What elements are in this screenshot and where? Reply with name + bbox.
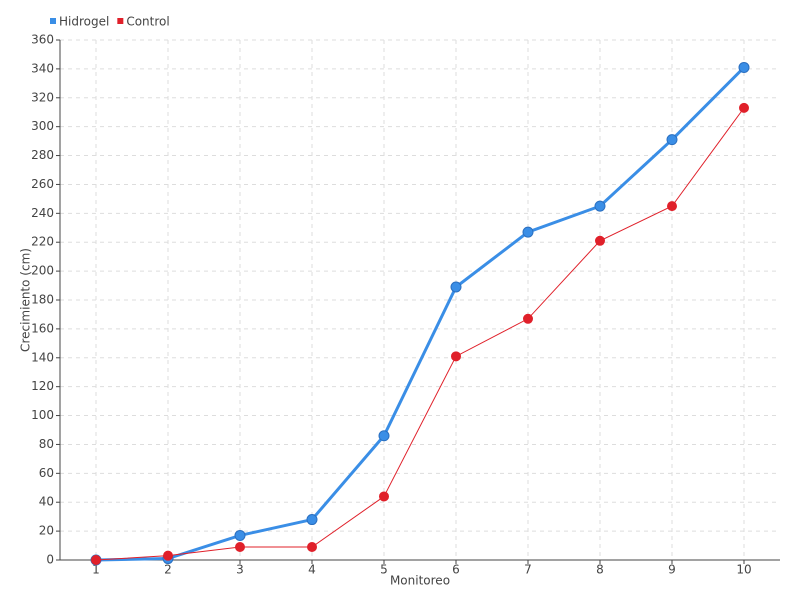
point bbox=[235, 542, 245, 552]
y-tick-label: 0 bbox=[46, 553, 54, 567]
series-line bbox=[95, 66, 746, 562]
legend-label: Hidrogel bbox=[59, 15, 109, 29]
legend-swatch bbox=[50, 18, 56, 24]
series-line bbox=[95, 107, 745, 561]
point bbox=[450, 281, 462, 293]
point bbox=[451, 351, 461, 362]
y-tick-label: 20 bbox=[39, 524, 54, 538]
y-tick-label: 120 bbox=[31, 379, 54, 393]
y-tick-label: 360 bbox=[31, 33, 54, 47]
point bbox=[738, 61, 750, 73]
x-tick-label: 10 bbox=[736, 563, 751, 577]
point bbox=[594, 200, 606, 212]
point bbox=[523, 313, 533, 324]
y-axis-label: Crecimiento (cm) bbox=[19, 248, 33, 352]
legend-swatch bbox=[117, 18, 124, 24]
x-tick-label: 1 bbox=[92, 563, 100, 577]
y-tick-label: 220 bbox=[31, 235, 54, 249]
point bbox=[379, 491, 389, 502]
x-tick-label: 5 bbox=[380, 563, 388, 577]
y-tick-label: 240 bbox=[31, 206, 54, 220]
y-tick-label: 260 bbox=[31, 177, 54, 191]
point bbox=[307, 542, 317, 552]
x-tick-label: 4 bbox=[308, 563, 316, 577]
point bbox=[163, 550, 173, 561]
point bbox=[666, 134, 678, 146]
point bbox=[91, 555, 101, 565]
point bbox=[739, 102, 749, 113]
y-tick-label: 320 bbox=[31, 90, 54, 104]
point bbox=[595, 235, 605, 246]
y-tick-label: 280 bbox=[31, 148, 54, 162]
point bbox=[667, 201, 677, 212]
y-tick-label: 80 bbox=[39, 437, 54, 451]
legend-label: Control bbox=[126, 15, 169, 29]
point bbox=[234, 529, 246, 541]
y-tick-label: 160 bbox=[31, 321, 54, 335]
y-tick-label: 300 bbox=[31, 119, 54, 133]
x-tick-label: 2 bbox=[164, 563, 172, 577]
x-tick-label: 6 bbox=[452, 563, 460, 577]
x-axis-label: Monitoreo bbox=[390, 574, 450, 588]
x-tick-label: 3 bbox=[236, 563, 244, 577]
point bbox=[306, 514, 318, 526]
point bbox=[522, 226, 534, 238]
y-tick-label: 140 bbox=[31, 350, 54, 364]
y-tick-label: 60 bbox=[39, 466, 54, 480]
x-tick-label: 8 bbox=[596, 563, 604, 577]
y-tick-label: 180 bbox=[31, 293, 54, 307]
x-tick-label: 9 bbox=[668, 563, 676, 577]
y-tick-label: 200 bbox=[31, 264, 54, 278]
x-tick-label: 7 bbox=[524, 563, 532, 577]
y-tick-label: 340 bbox=[31, 61, 54, 75]
point bbox=[378, 430, 390, 442]
y-tick-label: 100 bbox=[31, 408, 54, 422]
y-tick-label: 40 bbox=[39, 495, 54, 509]
